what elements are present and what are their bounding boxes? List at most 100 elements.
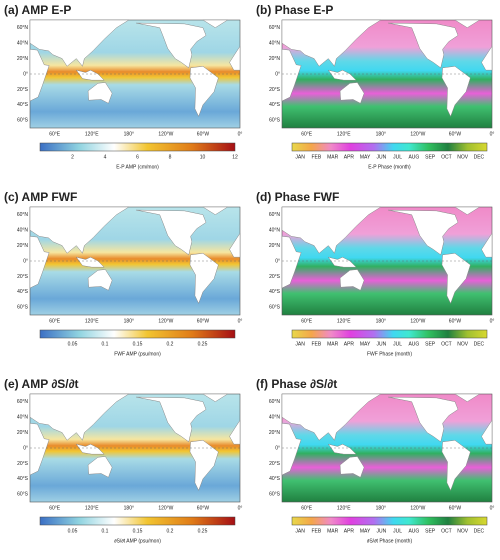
colorbar-tick: JAN bbox=[295, 528, 305, 534]
colorbar-label: E-P Phase (month) bbox=[368, 164, 411, 170]
lon-label: 120°E bbox=[85, 505, 99, 511]
colorbar-tick: 0.1 bbox=[102, 341, 109, 347]
colorbar-tick: MAR bbox=[327, 528, 339, 534]
lon-label: 180° bbox=[124, 131, 134, 137]
land bbox=[29, 19, 130, 67]
colorbar-tick: 0.2 bbox=[167, 528, 174, 534]
lon-label: 120°W bbox=[158, 131, 173, 137]
lon-label: 120°E bbox=[337, 131, 351, 137]
colorbar-tick: JAN bbox=[295, 341, 305, 347]
land bbox=[29, 49, 50, 102]
land bbox=[229, 419, 241, 445]
lat-label: 20°S bbox=[17, 461, 29, 467]
lat-label: 40°N bbox=[17, 40, 29, 46]
land bbox=[281, 49, 302, 102]
colorbar-tick: 6 bbox=[136, 154, 139, 160]
colorbar-tick: JAN bbox=[295, 154, 305, 160]
colorbar-tick: AUG bbox=[408, 528, 419, 534]
lat-label: 60°N bbox=[269, 212, 281, 218]
colorbar-tick: JUN bbox=[377, 341, 387, 347]
panel: (d) Phase FWF 60°N 40°N 20°N 0° 20°S 40°S 60°S 6… bbox=[256, 190, 494, 357]
panel-title: (d) Phase FWF bbox=[256, 190, 339, 204]
lat-label: 60°S bbox=[17, 305, 29, 311]
colorbar-tick: 2 bbox=[71, 154, 74, 160]
land bbox=[87, 456, 113, 478]
land bbox=[29, 206, 130, 254]
lat-label: 0° bbox=[23, 445, 28, 451]
land bbox=[136, 209, 207, 256]
panel-title: (b) Phase E-P bbox=[256, 3, 333, 17]
colorbar-tick: MAY bbox=[360, 528, 371, 534]
colorbar-tick: NOV bbox=[457, 341, 469, 347]
lon-label: 60°E bbox=[49, 131, 61, 137]
colorbar-tick: OCT bbox=[441, 528, 452, 534]
lat-label: 60°S bbox=[269, 118, 281, 124]
colorbar-tick: NOV bbox=[457, 154, 469, 160]
lat-label: 60°S bbox=[17, 118, 29, 124]
land bbox=[229, 45, 241, 71]
colorbar-tick: MAY bbox=[360, 154, 371, 160]
lat-label: 0° bbox=[23, 258, 28, 264]
colorbar-tick: 10 bbox=[200, 154, 206, 160]
colorbar bbox=[39, 329, 236, 339]
colorbar-tick: JUL bbox=[393, 154, 402, 160]
panel: (c) AMP FWF 60°N 40°N 20°N 0° 20°S 40°S 60°S 60°… bbox=[4, 190, 242, 357]
lon-label: 0° bbox=[490, 318, 495, 324]
lon-label: 180° bbox=[376, 131, 386, 137]
land bbox=[75, 443, 105, 455]
lon-label: 180° bbox=[124, 505, 134, 511]
land bbox=[339, 456, 365, 478]
colorbar-tick: SEP bbox=[425, 154, 436, 160]
land bbox=[229, 232, 241, 258]
lat-label: 60°N bbox=[269, 399, 281, 405]
lat-label: 0° bbox=[275, 258, 280, 264]
lat-label: 40°S bbox=[269, 289, 281, 295]
colorbar-tick: 0.2 bbox=[167, 341, 174, 347]
lat-label: 0° bbox=[23, 71, 28, 77]
colorbar-tick: JUN bbox=[377, 528, 387, 534]
lat-label: 20°S bbox=[17, 274, 29, 280]
colorbar-tick: DEC bbox=[474, 528, 485, 534]
colorbar bbox=[291, 329, 488, 339]
panel: (e) AMP ∂S/∂t 60°N 40°N 20°N 0° 20°S 40°S 60°S 6… bbox=[4, 377, 242, 544]
lat-label: 20°S bbox=[269, 274, 281, 280]
lon-label: 60°E bbox=[49, 505, 61, 511]
lat-label: 20°S bbox=[269, 461, 281, 467]
lat-label: 60°S bbox=[17, 492, 29, 498]
colorbar-tick: OCT bbox=[441, 341, 452, 347]
land bbox=[454, 206, 481, 216]
lat-label: 60°N bbox=[17, 399, 29, 405]
panel: (f) Phase ∂S/∂t 60°N 40°N 20°N 0° 20°S 40°S 60°… bbox=[256, 377, 494, 544]
colorbar-tick: DEC bbox=[474, 154, 485, 160]
lat-label: 40°N bbox=[17, 227, 29, 233]
land bbox=[441, 440, 471, 492]
land bbox=[202, 206, 229, 216]
lon-label: 60°E bbox=[301, 505, 313, 511]
land bbox=[202, 393, 229, 403]
lat-label: 40°N bbox=[269, 414, 281, 420]
lon-label: 120°W bbox=[410, 131, 425, 137]
land bbox=[481, 232, 493, 258]
lon-label: 120°E bbox=[85, 318, 99, 324]
colorbar-tick: NOV bbox=[457, 528, 469, 534]
land bbox=[281, 19, 382, 67]
lat-label: 40°N bbox=[269, 40, 281, 46]
lat-label: 20°N bbox=[269, 430, 281, 436]
lat-label: 20°S bbox=[17, 87, 29, 93]
lat-label: 40°S bbox=[269, 476, 281, 482]
panel: (a) AMP E-P60°N40°N20°N0°20°S40°S60°S60°… bbox=[4, 3, 242, 170]
colorbar bbox=[39, 142, 236, 152]
colorbar-tick: FEB bbox=[312, 528, 322, 534]
panel-title: (c) AMP FWF bbox=[4, 190, 77, 204]
lat-label: 40°N bbox=[17, 414, 29, 420]
panel: (b) Phase E-P 60°N 40°N 20°N 0° 20°S 40°S 60°S 6… bbox=[256, 3, 494, 170]
land bbox=[327, 256, 357, 268]
lat-label: 60°N bbox=[17, 25, 29, 31]
panel-title: (a) AMP E-P bbox=[4, 3, 71, 17]
land bbox=[136, 22, 207, 69]
lon-label: 60°W bbox=[449, 131, 462, 137]
colorbar-tick: AUG bbox=[408, 154, 419, 160]
colorbar-tick: DEC bbox=[474, 341, 485, 347]
land bbox=[454, 19, 481, 29]
land bbox=[454, 393, 481, 403]
